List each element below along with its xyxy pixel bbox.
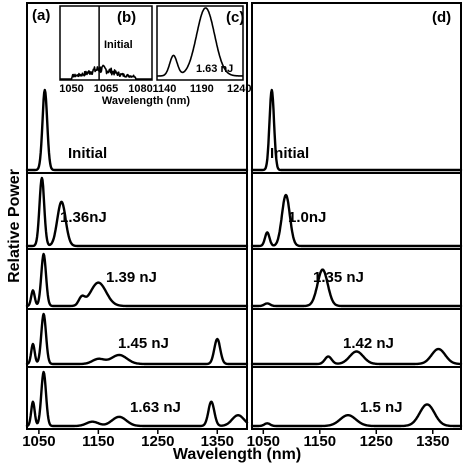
trace-label-d-0: Initial	[270, 145, 309, 162]
inset-b-tick-label-1: 1065	[94, 83, 118, 95]
inset-c-ticks: 1140 1190 1240	[153, 83, 252, 95]
inset-c-tick-label-0: 1140	[153, 83, 177, 95]
x-tick-label-a-3: 1350	[201, 433, 234, 450]
y-axis-title: Relative Power	[6, 169, 23, 283]
trace-label-d-1: 1.0nJ	[288, 209, 326, 226]
inset-b-ticks: 1050 1065 1080	[59, 83, 152, 95]
trace-a-3	[25, 312, 249, 366]
trace-label-d-2: 1.35 nJ	[313, 269, 364, 286]
x-tick-label-d-3: 1350	[416, 433, 449, 450]
trace-label-a-3: 1.45 nJ	[118, 335, 169, 352]
inset-b-tag: (b)	[117, 9, 136, 26]
trace-label-a-0: Initial	[68, 145, 107, 162]
inset-c-spectrum	[156, 7, 244, 77]
x-tick-label-d-0: 1050	[247, 433, 280, 450]
x-tick-label-a-2: 1250	[141, 433, 174, 450]
trace-d-2	[250, 268, 463, 308]
x-tick-label-a-0: 1050	[22, 433, 55, 450]
inset-b-tick-label-0: 1050	[59, 83, 83, 95]
inset-b-label: Initial	[104, 39, 133, 51]
x-axis-title: Wavelength (nm)	[173, 446, 301, 463]
trace-label-d-3: 1.42 nJ	[343, 335, 394, 352]
panel-tag-d: (d)	[432, 9, 451, 26]
inset-c-tag: (c)	[226, 9, 244, 26]
trace-a-2	[25, 252, 249, 308]
x-tick-label-a-1: 1150	[82, 433, 115, 450]
panels-layer: Initial 1.36nJ 1.39 nJ 1.45 nJ 1.63 nJ 1050 11…	[22, 88, 463, 450]
trace-label-a-1: 1.36nJ	[60, 209, 107, 226]
trace-label-a-2: 1.39 nJ	[106, 269, 157, 286]
trace-label-a-4: 1.63 nJ	[130, 399, 181, 416]
trace-d-0	[250, 88, 463, 172]
trace-d-1	[250, 193, 463, 248]
trace-a-1	[25, 176, 249, 248]
inset-c-tick-label-1: 1190	[190, 83, 214, 95]
trace-label-d-4: 1.5 nJ	[360, 399, 403, 416]
right-panel-frame	[251, 2, 462, 430]
inset-b-spectrum	[59, 64, 153, 80]
inset-c-label: 1.63 nJ	[196, 63, 233, 75]
inset-c-tick-label-2: 1240	[227, 83, 251, 95]
inset-b-frame	[59, 5, 153, 81]
inset-c-frame	[156, 5, 244, 81]
inset-b: (b) Initial 1050 1065 1080	[59, 5, 153, 95]
left-panel-frame	[26, 2, 248, 430]
inset-c: (c) 1.63 nJ 1140 1190 1240	[153, 5, 252, 95]
x-tick-label-d-1: 1150	[304, 433, 337, 450]
inset-x-axis-title: Wavelength (nm)	[102, 95, 191, 107]
panel-tag-a: (a)	[32, 7, 50, 24]
trace-a-0	[25, 88, 249, 172]
x-tick-label-d-2: 1250	[360, 433, 393, 450]
trace-a-4	[25, 370, 249, 428]
trace-d-4	[250, 403, 463, 428]
trace-d-3	[250, 347, 463, 366]
inset-b-tick-label-2: 1080	[128, 83, 152, 95]
